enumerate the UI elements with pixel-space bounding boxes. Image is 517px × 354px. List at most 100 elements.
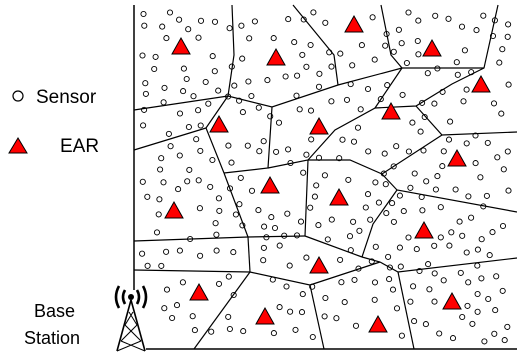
sensor-icon [285, 16, 292, 23]
sensor-icon [397, 263, 404, 270]
sensor-icon [463, 86, 470, 93]
sensor-icon [411, 318, 418, 325]
sensor-icon [351, 276, 358, 283]
base-station-label-line2: Station [24, 328, 80, 348]
ear-icon [260, 175, 280, 194]
sensor-icon [228, 63, 235, 70]
sensor-icon [432, 12, 439, 19]
sensor-icon [209, 53, 216, 60]
sensor-icon [275, 119, 283, 126]
sensor-icon [504, 33, 511, 40]
sensor-icon [226, 325, 233, 333]
sensor-field [139, 9, 512, 345]
sensor-icon [176, 110, 184, 117]
sensor-icon [202, 78, 209, 86]
sensor-icon [187, 235, 194, 243]
sensor-icon [463, 140, 470, 147]
sensor-icon [492, 307, 499, 314]
sensor-icon [395, 26, 402, 33]
sensor-icon [460, 98, 467, 105]
sensor-icon [276, 242, 283, 249]
sensor-icon [309, 333, 316, 341]
sensor-icon [307, 204, 314, 211]
sensor-icon [448, 229, 455, 236]
sensor-icon [414, 37, 421, 45]
ear-icon [344, 14, 364, 33]
sensor-icon [461, 47, 468, 54]
sensor-icon [380, 170, 387, 177]
sensor-icon [287, 159, 294, 167]
sensor-icon [362, 204, 369, 211]
sensor-icon [226, 25, 233, 32]
sensor-icon [238, 22, 245, 29]
sensor-icon [369, 14, 376, 21]
sensor-icon [294, 72, 301, 79]
sensor-icon [239, 222, 246, 229]
sensor-icon [260, 257, 267, 264]
sensor-icon [285, 146, 292, 153]
sensor-icon [419, 99, 426, 106]
antenna-tower-icon [114, 285, 148, 352]
ear-icon [471, 74, 491, 93]
sensor-icon [231, 82, 238, 89]
sensor-icon [489, 32, 497, 40]
ear-icon [447, 148, 467, 167]
sensor-icon [472, 160, 479, 167]
sensor-icon [160, 99, 167, 106]
sensor-icon [486, 252, 493, 259]
sensor-icon [419, 207, 426, 214]
sensor-icon [426, 286, 433, 293]
sensor-icon [175, 186, 182, 193]
ear-icon [381, 101, 401, 120]
sensor-icon [176, 16, 183, 23]
sensor-icon [367, 216, 374, 223]
sensor-icon [179, 279, 186, 286]
sensor-icon [352, 322, 360, 329]
sensor-icon [403, 59, 410, 67]
sensor-icon [434, 173, 441, 180]
sensor-icon [281, 232, 288, 239]
sensor-icon [365, 148, 372, 155]
ear-icon [368, 314, 388, 333]
sensor-icon [337, 256, 344, 263]
sensor-icon [165, 130, 172, 137]
sensor-icon [255, 207, 262, 214]
ear-icon [164, 200, 184, 219]
sensor-legend-icon [12, 90, 24, 102]
sensor-icon [420, 147, 427, 154]
sensor-icon [230, 291, 237, 299]
sensor-icon [437, 234, 444, 241]
ear-icon [422, 38, 442, 57]
sensor-icon [260, 244, 267, 251]
sensor-icon [163, 248, 170, 255]
sensor-icon [228, 159, 235, 166]
sensor-icon [375, 199, 382, 206]
ear-icon [209, 114, 229, 133]
sensor-icon [282, 73, 289, 80]
sensor-icon [464, 302, 471, 309]
sensor-legend-label: Sensor [36, 87, 97, 108]
sensor-icon [313, 182, 320, 189]
sensor-icon [372, 179, 379, 186]
sensor-icon [240, 328, 247, 335]
sensor-icon [437, 204, 444, 211]
sensor-icon [386, 276, 393, 283]
sensor-icon [405, 9, 412, 16]
sensor-icon [432, 186, 439, 193]
sensor-icon [349, 62, 356, 69]
sensor-icon [341, 299, 348, 306]
sensor-icon [439, 163, 446, 170]
sensor-icon [144, 193, 151, 200]
sensor-icon [195, 34, 202, 41]
sensor-icon [377, 96, 384, 103]
sensor-icon [328, 63, 335, 70]
legend: Sensor EAR [8, 87, 99, 157]
sensor-icon [328, 98, 335, 105]
sensor-icon [293, 232, 301, 239]
sensor-icon [481, 338, 488, 345]
sensor-icon [161, 84, 168, 91]
sensor-icon [141, 22, 148, 29]
sensor-icon [452, 186, 459, 193]
sensor-icon [491, 330, 498, 337]
